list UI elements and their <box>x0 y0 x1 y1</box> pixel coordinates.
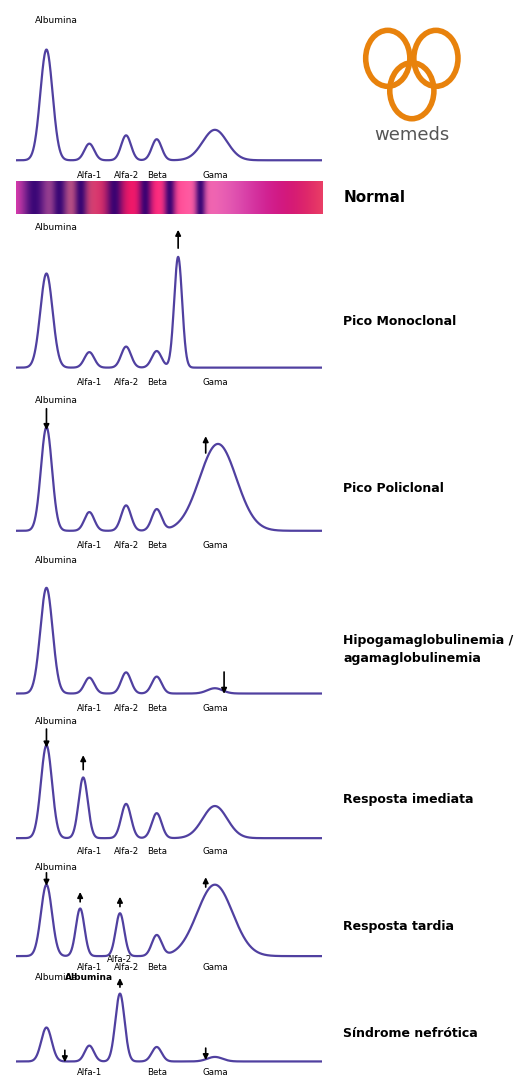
Text: Albumina: Albumina <box>65 973 113 982</box>
Text: Gama: Gama <box>202 171 228 179</box>
Text: Beta: Beta <box>147 847 167 856</box>
Text: Síndrome nefrótica: Síndrome nefrótica <box>343 1027 478 1040</box>
Text: Albumina: Albumina <box>35 224 78 232</box>
Text: Pico Policlonal: Pico Policlonal <box>343 482 444 495</box>
Text: Beta: Beta <box>147 963 167 972</box>
Text: Albumina: Albumina <box>35 16 78 25</box>
Text: Albumina: Albumina <box>35 717 78 726</box>
Text: Alfa-1: Alfa-1 <box>77 378 102 387</box>
Text: Beta: Beta <box>147 171 167 179</box>
Text: Alfa-2: Alfa-2 <box>114 963 139 972</box>
Text: Alfa-2: Alfa-2 <box>114 847 139 856</box>
Text: Beta: Beta <box>147 541 167 550</box>
Text: Alfa-2: Alfa-2 <box>114 541 139 550</box>
Text: Alfa-1: Alfa-1 <box>77 703 102 713</box>
Text: Alfa-2: Alfa-2 <box>114 171 139 179</box>
Text: Alfa-1: Alfa-1 <box>77 541 102 550</box>
Text: Normal: Normal <box>343 190 405 205</box>
Text: Albumina: Albumina <box>35 555 78 565</box>
Text: Pico Monoclonal: Pico Monoclonal <box>343 315 456 328</box>
Text: Alfa-1: Alfa-1 <box>77 847 102 856</box>
Text: Hipogamaglobulinemia /
agamaglobulinemia: Hipogamaglobulinemia / agamaglobulinemia <box>343 634 513 665</box>
Text: wemeds: wemeds <box>374 126 449 144</box>
Text: Gama: Gama <box>202 541 228 550</box>
Text: Gama: Gama <box>202 963 228 972</box>
Text: Alfa-2: Alfa-2 <box>114 703 139 713</box>
Text: Resposta tardia: Resposta tardia <box>343 920 454 933</box>
Text: Gama: Gama <box>202 378 228 387</box>
Text: Alfa-1: Alfa-1 <box>77 1068 102 1077</box>
Text: Alfa-2: Alfa-2 <box>107 955 133 963</box>
Text: Albumina: Albumina <box>35 395 78 405</box>
Text: Alfa-1: Alfa-1 <box>77 963 102 972</box>
Text: Beta: Beta <box>147 703 167 713</box>
Text: Gama: Gama <box>202 1068 228 1077</box>
Text: Beta: Beta <box>147 1068 167 1077</box>
Text: Alfa-2: Alfa-2 <box>114 378 139 387</box>
Text: Alfa-1: Alfa-1 <box>77 171 102 179</box>
Text: Resposta imediata: Resposta imediata <box>343 794 474 807</box>
Text: Gama: Gama <box>202 847 228 856</box>
Text: Beta: Beta <box>147 378 167 387</box>
Text: Gama: Gama <box>202 703 228 713</box>
Text: Albumina: Albumina <box>35 973 78 982</box>
Text: Albumina: Albumina <box>35 863 78 872</box>
